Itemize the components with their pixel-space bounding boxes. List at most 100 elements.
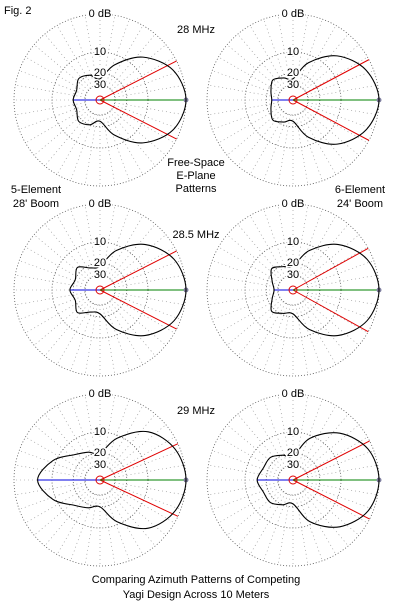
- half-power-line: [99, 250, 177, 291]
- spoke: [237, 223, 284, 279]
- pattern: [37, 430, 187, 530]
- r-tick-label: 30: [94, 269, 106, 281]
- spoke: [107, 112, 144, 175]
- pattern: [270, 243, 380, 337]
- spoke: [44, 301, 91, 357]
- spoke: [208, 292, 279, 306]
- half-power-line: [292, 289, 369, 333]
- right-label: 6-Element: [335, 184, 385, 196]
- spoke: [84, 114, 98, 185]
- spoke: [113, 260, 181, 286]
- spoke: [305, 107, 368, 144]
- spoke: [208, 482, 279, 496]
- half-power-line: [99, 99, 177, 140]
- spoke: [249, 302, 286, 365]
- spoke: [44, 33, 91, 89]
- r-tick-label: 10: [287, 426, 299, 438]
- spoke: [112, 487, 175, 524]
- spoke: [107, 302, 144, 365]
- spoke: [208, 274, 279, 288]
- frequency-label: 29 MHz: [177, 405, 215, 417]
- spoke: [237, 301, 284, 357]
- spoke: [302, 413, 349, 469]
- r-tick-label: 20: [287, 257, 299, 269]
- spoke: [107, 215, 144, 278]
- r-tick-label: 0 dB: [89, 198, 112, 210]
- spoke: [113, 450, 181, 476]
- spoke: [111, 234, 167, 281]
- spoke: [302, 223, 349, 279]
- spoke: [15, 464, 86, 478]
- spoke: [84, 304, 98, 375]
- spoke: [33, 299, 89, 346]
- spoke: [102, 304, 116, 375]
- caption: Yagi Design Across 10 Meters: [123, 589, 270, 601]
- spoke: [300, 112, 337, 175]
- spoke: [113, 294, 181, 320]
- frequency-label: 28 MHz: [177, 24, 215, 36]
- hub: [288, 95, 298, 105]
- spoke: [218, 436, 281, 473]
- spoke: [109, 413, 156, 469]
- hub: [95, 475, 105, 485]
- r-tick-label: 20: [94, 447, 106, 459]
- spoke: [249, 215, 286, 278]
- spoke: [302, 111, 349, 167]
- spoke: [25, 107, 88, 144]
- spoke: [56, 492, 93, 555]
- half-power-line: [292, 99, 370, 141]
- r-tick-label: 0 dB: [282, 8, 305, 20]
- spoke: [226, 234, 282, 281]
- spoke: [237, 491, 284, 547]
- spoke: [208, 84, 279, 98]
- spoke: [111, 299, 167, 346]
- spoke: [44, 111, 91, 167]
- spoke: [226, 44, 282, 91]
- spoke: [111, 109, 167, 156]
- spoke: [226, 109, 282, 156]
- note-line: E-Plane: [176, 170, 215, 182]
- spoke: [113, 484, 181, 510]
- r-tick-label: 20: [287, 447, 299, 459]
- spoke: [305, 56, 368, 93]
- spoke: [56, 405, 93, 468]
- spoke: [307, 292, 378, 306]
- spoke: [33, 424, 89, 471]
- spoke: [109, 111, 156, 167]
- r-tick-label: 30: [287, 79, 299, 91]
- spoke: [107, 405, 144, 468]
- spoke: [302, 33, 349, 89]
- spoke: [208, 102, 279, 116]
- spoke: [304, 489, 360, 536]
- spoke: [302, 301, 349, 357]
- note-line: Free-Space: [167, 157, 224, 169]
- hub: [288, 285, 298, 295]
- spoke: [109, 301, 156, 357]
- r-tick-label: 10: [94, 236, 106, 248]
- spoke: [25, 56, 88, 93]
- spoke: [263, 19, 289, 87]
- spoke: [305, 436, 368, 473]
- spoke: [305, 487, 368, 524]
- spoke: [295, 304, 309, 375]
- r-tick-label: 0 dB: [89, 388, 112, 400]
- spoke: [25, 487, 88, 524]
- spoke: [44, 491, 91, 547]
- spoke: [113, 70, 181, 96]
- spoke: [112, 436, 175, 473]
- half-power-line: [292, 440, 370, 481]
- spoke: [113, 104, 181, 130]
- spoke: [25, 297, 88, 334]
- half-power-line: [292, 479, 370, 520]
- r-tick-label: 20: [94, 67, 106, 79]
- hub: [95, 95, 105, 105]
- spoke: [70, 399, 96, 467]
- spoke: [33, 44, 89, 91]
- r-tick-label: 30: [287, 459, 299, 471]
- spoke: [56, 25, 93, 88]
- spoke: [107, 25, 144, 88]
- spoke: [237, 413, 284, 469]
- spoke: [218, 487, 281, 524]
- r-tick-label: 10: [94, 46, 106, 58]
